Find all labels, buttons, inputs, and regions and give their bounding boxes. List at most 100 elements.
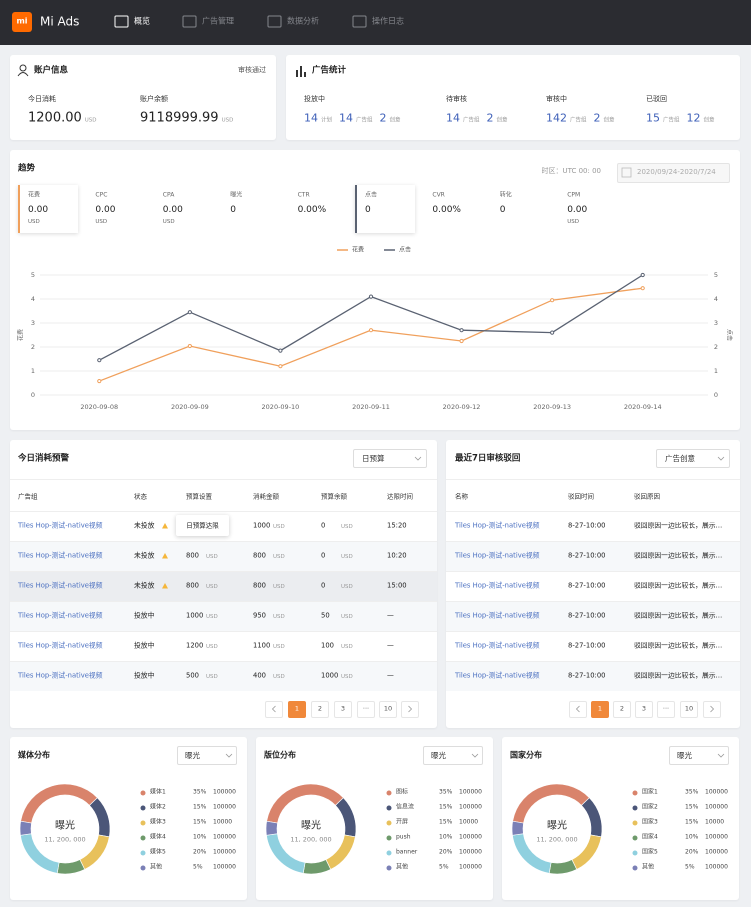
- table-row: [446, 661, 740, 691]
- ad-group-link[interactable]: Tiles Hop-测试-native视频: [18, 671, 103, 680]
- stat-values: 14 计划 14 广告组 2 创意: [304, 112, 401, 125]
- divider: [446, 479, 740, 480]
- dropdown[interactable]: [656, 449, 730, 468]
- amount: 100: [321, 641, 334, 650]
- page-button[interactable]: [311, 700, 329, 718]
- nav-item[interactable]: 数据分析: [287, 16, 319, 26]
- stat-unit: 创意: [703, 117, 715, 124]
- legend-label: 其他: [642, 863, 655, 871]
- page-button[interactable]: [265, 700, 283, 718]
- legend-percent: 20%: [193, 848, 207, 856]
- cell: 8-27-10:00: [568, 521, 606, 530]
- stat-value: 142: [546, 111, 567, 125]
- page-button[interactable]: [657, 700, 675, 718]
- cell: 未投放: [134, 581, 155, 590]
- legend-label: 其他: [396, 863, 409, 871]
- amount: 0: [321, 521, 326, 530]
- page-button[interactable]: [357, 700, 375, 718]
- legend-label: 国家4: [642, 833, 658, 841]
- donut-center-value: 11, 200, 000: [44, 835, 86, 844]
- amount-unit: USD: [273, 553, 285, 560]
- ad-group-link[interactable]: Tiles Hop-测试-native视频: [18, 551, 103, 560]
- page-button[interactable]: [569, 700, 587, 718]
- card-title: 最近7日审核驳回: [455, 453, 521, 464]
- amount: 50: [321, 611, 330, 620]
- legend-percent: 35%: [685, 788, 699, 796]
- table-row: [446, 511, 740, 541]
- metric-selected[interactable]: [355, 185, 415, 233]
- page-number[interactable]: 3: [340, 704, 346, 713]
- date-range-text: 2020/09/24-2020/7/24: [637, 168, 716, 177]
- nav-item[interactable]: 概览: [134, 16, 150, 26]
- page-number[interactable]: 10: [684, 704, 694, 713]
- amount-unit: USD: [341, 613, 353, 620]
- page-number[interactable]: 3: [641, 704, 647, 713]
- legend-percent: 35%: [193, 788, 207, 796]
- card-title: 媒体分布: [18, 750, 50, 760]
- metric-name: 点击: [365, 191, 378, 199]
- creative-link[interactable]: Tiles Hop-测试-native视频: [455, 611, 540, 620]
- legend-label: 国家1: [642, 788, 658, 796]
- page-button[interactable]: [401, 700, 419, 718]
- dropdown[interactable]: [423, 746, 483, 765]
- logo: [12, 12, 32, 32]
- page-button[interactable]: [680, 700, 698, 718]
- brand: Mi Ads: [40, 14, 80, 29]
- page-button[interactable]: [635, 700, 653, 718]
- creative-link[interactable]: Tiles Hop-测试-native视频: [455, 551, 540, 560]
- cell: 未投放: [134, 551, 155, 560]
- legend-percent: 5%: [439, 863, 449, 871]
- account: 1200.00 USD: [28, 111, 97, 126]
- page-button[interactable]: [703, 700, 721, 718]
- amount-unit: USD: [273, 673, 285, 680]
- amount: 1100: [253, 641, 271, 650]
- page-number[interactable]: 2: [317, 704, 323, 713]
- page-button[interactable]: [334, 700, 352, 718]
- stat-value: 15: [646, 111, 660, 125]
- page-number[interactable]: 2: [619, 704, 625, 713]
- ad-group-link[interactable]: Tiles Hop-测试-native视频: [18, 611, 103, 620]
- legend-count: 100000: [213, 863, 236, 871]
- amount: 950: [253, 611, 266, 620]
- nav-item[interactable]: 广告管理: [202, 16, 234, 26]
- ad-group-link[interactable]: Tiles Hop-测试-native视频: [18, 581, 103, 590]
- page-button[interactable]: [288, 700, 306, 718]
- legend-label: push: [396, 833, 411, 841]
- dropdown[interactable]: [177, 746, 237, 765]
- page-number[interactable]: 1: [294, 704, 300, 713]
- page-number[interactable]: ···: [362, 704, 370, 713]
- ad-group-link[interactable]: Tiles Hop-测试-native视频: [18, 641, 103, 650]
- stat: 15 广告组: [646, 112, 680, 125]
- metric-selected[interactable]: [18, 185, 78, 233]
- stat: 12 创意: [687, 112, 715, 125]
- page-button[interactable]: [613, 700, 631, 718]
- column-header: 广告组: [18, 492, 38, 501]
- amount-unit: USD: [273, 613, 285, 620]
- creative-link[interactable]: Tiles Hop-测试-native视频: [455, 581, 540, 590]
- stat-unit: 创意: [603, 117, 615, 124]
- page-button[interactable]: [379, 700, 397, 718]
- cell: 投放中: [134, 641, 155, 650]
- dropdown[interactable]: [353, 449, 427, 468]
- page-number[interactable]: 1: [597, 704, 603, 713]
- table-row: [10, 601, 437, 631]
- stat-value: 14: [304, 111, 318, 125]
- page-button[interactable]: [591, 700, 609, 718]
- amount-unit: USD: [341, 673, 353, 680]
- metric-value: 0.00: [162, 205, 183, 216]
- dropdown-text: 曝光: [431, 750, 446, 760]
- dropdown-text: 曝光: [185, 750, 200, 760]
- creative-link[interactable]: Tiles Hop-测试-native视频: [455, 521, 540, 530]
- page-number[interactable]: ···: [662, 704, 670, 713]
- date-range[interactable]: [617, 163, 730, 183]
- column-header: 消耗金额: [253, 492, 279, 501]
- page-number[interactable]: 10: [383, 704, 393, 713]
- ad-group-link[interactable]: Tiles Hop-测试-native视频: [18, 521, 103, 530]
- nav-item[interactable]: 操作日志: [372, 16, 404, 26]
- stat-value: 2: [379, 111, 387, 125]
- dropdown[interactable]: [669, 746, 729, 765]
- divider: [10, 479, 437, 480]
- creative-link[interactable]: Tiles Hop-测试-native视频: [455, 671, 540, 680]
- cell: 驳回原因一边比较长，展示…: [634, 552, 723, 560]
- creative-link[interactable]: Tiles Hop-测试-native视频: [455, 641, 540, 650]
